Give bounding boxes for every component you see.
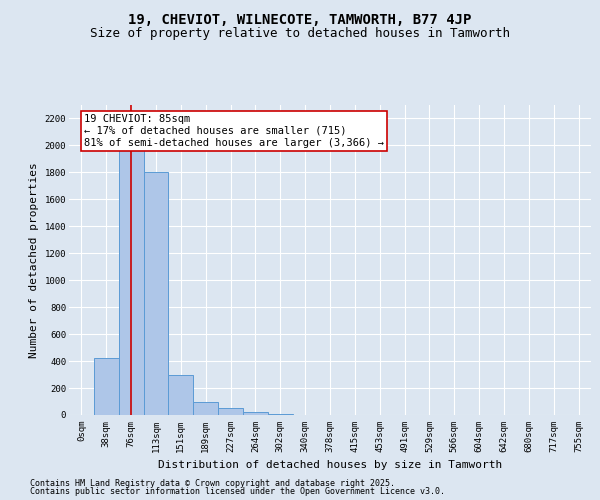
X-axis label: Distribution of detached houses by size in Tamworth: Distribution of detached houses by size … <box>158 460 502 470</box>
Bar <box>243 412 268 415</box>
Bar <box>143 172 169 415</box>
Text: 19 CHEVIOT: 85sqm
← 17% of detached houses are smaller (715)
81% of semi-detache: 19 CHEVIOT: 85sqm ← 17% of detached hous… <box>84 114 384 148</box>
Y-axis label: Number of detached properties: Number of detached properties <box>29 162 39 358</box>
Bar <box>218 408 243 415</box>
Bar <box>169 374 193 415</box>
Bar <box>94 358 119 415</box>
Text: Contains HM Land Registry data © Crown copyright and database right 2025.: Contains HM Land Registry data © Crown c… <box>30 478 395 488</box>
Text: 19, CHEVIOT, WILNECOTE, TAMWORTH, B77 4JP: 19, CHEVIOT, WILNECOTE, TAMWORTH, B77 4J… <box>128 12 472 26</box>
Bar <box>119 112 143 415</box>
Bar <box>193 402 218 415</box>
Text: Size of property relative to detached houses in Tamworth: Size of property relative to detached ho… <box>90 28 510 40</box>
Text: Contains public sector information licensed under the Open Government Licence v3: Contains public sector information licen… <box>30 487 445 496</box>
Bar <box>268 414 293 415</box>
